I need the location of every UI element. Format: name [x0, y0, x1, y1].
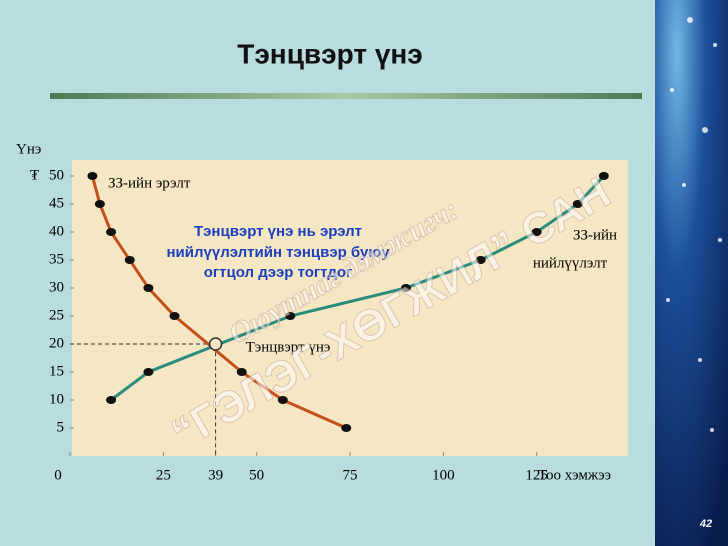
x-tick-label: 75 — [343, 467, 358, 483]
point — [277, 396, 288, 404]
equilibrium-label: Тэнцвэрт үнэ — [246, 339, 331, 355]
x-tick-label: 39 — [208, 467, 223, 483]
point — [87, 172, 98, 180]
x-tick-label: 100 — [432, 467, 455, 483]
plot-area — [72, 160, 628, 456]
x-tick-label: 50 — [249, 467, 264, 483]
supply-label: нийлүүлэлт — [533, 255, 608, 271]
equilibrium-guide — [70, 343, 217, 456]
point — [598, 172, 609, 180]
y-tick-label: 40 — [49, 223, 64, 239]
point — [94, 200, 105, 208]
point — [475, 256, 486, 264]
demand-label: ЗЗ-ийн эрэлт — [108, 175, 191, 191]
point — [236, 368, 247, 376]
x-tick-label: 25 — [156, 467, 171, 483]
point — [285, 312, 296, 320]
x-tick-label: 125 — [525, 467, 548, 483]
point — [106, 228, 117, 236]
y-tick-label: 45 — [49, 195, 64, 211]
annotation: Тэнцвэрт үнэ нь эрэлт — [194, 223, 362, 240]
y-axis-unit: ₮ — [30, 167, 39, 183]
y-axis-label: Үнэ — [16, 141, 41, 157]
y-tick-label: 10 — [49, 391, 64, 407]
x-axis-label: Тоо хэмжээ — [538, 467, 611, 483]
point — [143, 368, 154, 376]
equilibrium-point — [208, 337, 223, 351]
y-tick-label: 50 — [49, 167, 64, 183]
chart-title: Тэнцвэрт үнэ — [237, 38, 423, 69]
point — [572, 200, 583, 208]
point — [106, 396, 117, 404]
title-bar — [50, 93, 642, 99]
y-tick-label: 35 — [49, 251, 64, 267]
point — [341, 424, 352, 432]
fiber-strip — [655, 0, 728, 546]
page-number: 42 — [699, 518, 712, 530]
y-tick-label: 20 — [49, 335, 64, 351]
y-tick-label: 30 — [49, 279, 64, 295]
y-tick-label: 15 — [49, 363, 64, 379]
point — [143, 284, 154, 292]
point — [124, 256, 135, 264]
point — [531, 228, 542, 236]
x-tick-label: 0 — [54, 467, 62, 483]
annotation: огтцол дээр тогтдог — [204, 264, 353, 281]
y-tick-label: 5 — [57, 419, 65, 435]
annotation: нийлүүлэлтийн тэнцвэр буюу — [166, 244, 390, 261]
y-tick-label: 25 — [49, 307, 64, 323]
series-line — [110, 174, 605, 402]
point — [401, 284, 411, 292]
supply-label: ЗЗ-ийн — [573, 227, 617, 243]
fiber-sparkles — [666, 17, 722, 432]
point — [169, 312, 180, 320]
